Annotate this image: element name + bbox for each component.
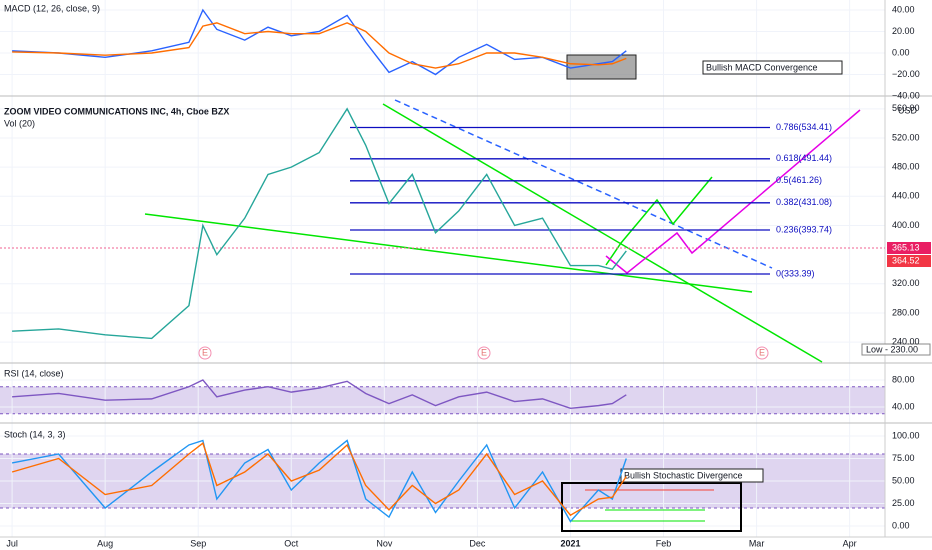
x-tick-label: Jul bbox=[6, 538, 18, 548]
y-tick-label: 320.00 bbox=[892, 278, 920, 288]
y-tick-label: 280.00 bbox=[892, 307, 920, 317]
y-tick-label: 0.00 bbox=[892, 47, 910, 57]
fib-label: 0.5(461.26) bbox=[776, 175, 822, 185]
fib-label: 0.618(491.44) bbox=[776, 153, 832, 163]
earnings-marker bbox=[755, 346, 769, 360]
price-tag-label: 365.13 bbox=[892, 242, 920, 252]
fib-label: 0(333.39) bbox=[776, 268, 815, 278]
annotation: Bullish Stochastic Divergence bbox=[624, 470, 743, 480]
y-tick-label: 520.00 bbox=[892, 132, 920, 142]
x-tick-label: Sep bbox=[190, 538, 206, 548]
x-tick-label: Mar bbox=[749, 538, 765, 548]
x-tick-label: Oct bbox=[284, 538, 299, 548]
y-tick-label: 480.00 bbox=[892, 162, 920, 172]
y-tick-label: 50.00 bbox=[892, 475, 915, 485]
trend-line bbox=[382, 103, 823, 363]
earnings-label: E bbox=[759, 347, 765, 357]
series-line bbox=[12, 22, 627, 69]
y-tick-label: 40.00 bbox=[892, 401, 915, 411]
annotation: Bullish MACD Convergence bbox=[706, 62, 818, 72]
price-tag bbox=[887, 242, 931, 254]
earnings-marker bbox=[477, 346, 491, 360]
x-tick-label: Dec bbox=[469, 538, 486, 548]
y-tick-label: 560.00 bbox=[892, 103, 920, 113]
panel-title: RSI (14, close) bbox=[4, 368, 64, 378]
y-tick-label: 100.00 bbox=[892, 430, 920, 440]
panel-subtitle: Vol (20) bbox=[4, 118, 35, 128]
y-tick-label: 75.00 bbox=[892, 453, 915, 463]
y-tick-label: −20.00 bbox=[892, 69, 920, 79]
panel-title: ZOOM VIDEO COMMUNICATIONS INC, 4h, Cboe … bbox=[4, 106, 229, 116]
y-tick-label: 440.00 bbox=[892, 191, 920, 201]
x-tick-label: Aug bbox=[97, 538, 113, 548]
low-tag bbox=[861, 343, 931, 356]
projection-path bbox=[605, 109, 861, 274]
earnings-marker bbox=[198, 346, 212, 360]
fib-label: 0.236(393.74) bbox=[776, 224, 832, 234]
series-line bbox=[11, 442, 627, 517]
y-tick-label: 25.00 bbox=[892, 498, 915, 508]
fib-label: 0.786(534.41) bbox=[776, 122, 832, 132]
earnings-label: E bbox=[202, 347, 208, 357]
y-tick-label: 0.00 bbox=[892, 520, 910, 530]
y-tick-label: 40.00 bbox=[892, 4, 915, 14]
y-tick-label: 20.00 bbox=[892, 26, 915, 36]
price-tag bbox=[887, 255, 931, 267]
y-tick-label: 400.00 bbox=[892, 220, 920, 230]
x-tick-label: 2021 bbox=[560, 538, 580, 548]
x-tick-label: Apr bbox=[843, 538, 857, 548]
series-line bbox=[12, 107, 627, 340]
projection-path bbox=[605, 176, 713, 266]
band bbox=[0, 386, 885, 414]
trend-line bbox=[144, 213, 753, 293]
y-tick-label: 80.00 bbox=[892, 374, 915, 384]
x-tick-label: Feb bbox=[656, 538, 672, 548]
x-tick-label: Nov bbox=[376, 538, 393, 548]
fib-label: 0.382(431.08) bbox=[776, 197, 832, 207]
series-line bbox=[12, 379, 627, 410]
y-tick-label: −40.00 bbox=[892, 90, 920, 100]
panel-title: Stoch (14, 3, 3) bbox=[4, 429, 66, 439]
y-tick-label: 240.00 bbox=[892, 336, 920, 346]
annotation-box bbox=[702, 60, 843, 75]
low-tag-label: Low - 230.00 bbox=[866, 344, 918, 354]
price-tag-label: 364.52 bbox=[892, 255, 920, 265]
panel-title: MACD (12, 26, close, 9) bbox=[4, 3, 100, 13]
series-line bbox=[11, 439, 627, 523]
earnings-label: E bbox=[481, 347, 487, 357]
unit-label: USD bbox=[898, 105, 918, 115]
trend-line bbox=[394, 99, 773, 269]
